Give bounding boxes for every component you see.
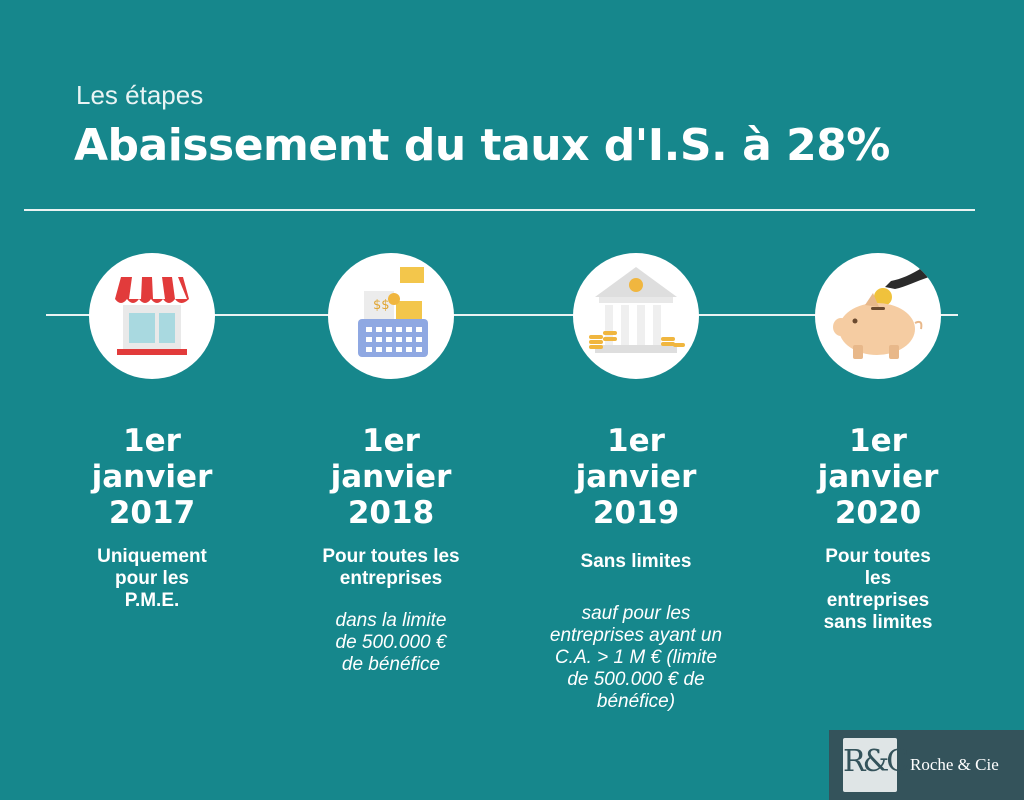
step-description: Uniquement pour les P.M.E. bbox=[97, 546, 207, 611]
monogram-letters: R&C bbox=[843, 744, 909, 779]
step-date: 1er janvier 2020 bbox=[817, 423, 939, 531]
step-description: Pour toutes les entreprises bbox=[322, 546, 460, 589]
storefront-icon bbox=[89, 253, 215, 379]
step-date: 1er janvier 2017 bbox=[91, 423, 213, 531]
step-note: dans la limite de 500.000 € de bénéfice bbox=[335, 610, 447, 675]
step-note: sauf pour les entreprises ayant un C.A. … bbox=[549, 603, 723, 712]
timeline-step-2019: 1er janvier 2019 Sans limites sauf pour … bbox=[516, 253, 756, 713]
step-date: 1er janvier 2018 bbox=[330, 423, 452, 531]
step-date: 1er janvier 2019 bbox=[575, 423, 697, 531]
timeline-step-2017: 1er janvier 2017 Uniquement pour les P.M… bbox=[32, 253, 272, 632]
bank-icon bbox=[573, 253, 699, 379]
piggy-bank-icon bbox=[815, 253, 941, 379]
timeline-line bbox=[46, 314, 958, 316]
timeline-step-2020: 1er janvier 2020 Pour toutes les entrepr… bbox=[758, 253, 998, 654]
timeline-step-2018: $$ 1er janvier 2018 Pour toutes les entr… bbox=[271, 253, 511, 676]
header-divider bbox=[24, 209, 975, 211]
step-description: Sans limites bbox=[580, 551, 692, 572]
company-name: Roche & Cie bbox=[910, 755, 999, 774]
step-description: Pour toutes les entreprises sans limites bbox=[823, 546, 933, 633]
subtitle: Les étapes bbox=[76, 80, 204, 110]
cash-register-icon: $$ bbox=[328, 253, 454, 379]
company-logo: R&C Roche & Cie bbox=[829, 730, 1024, 800]
monogram: R&C bbox=[843, 738, 909, 792]
page-title: Abaissement du taux d'I.S. à 28% bbox=[74, 120, 890, 171]
svg-text:$$: $$ bbox=[373, 298, 390, 313]
